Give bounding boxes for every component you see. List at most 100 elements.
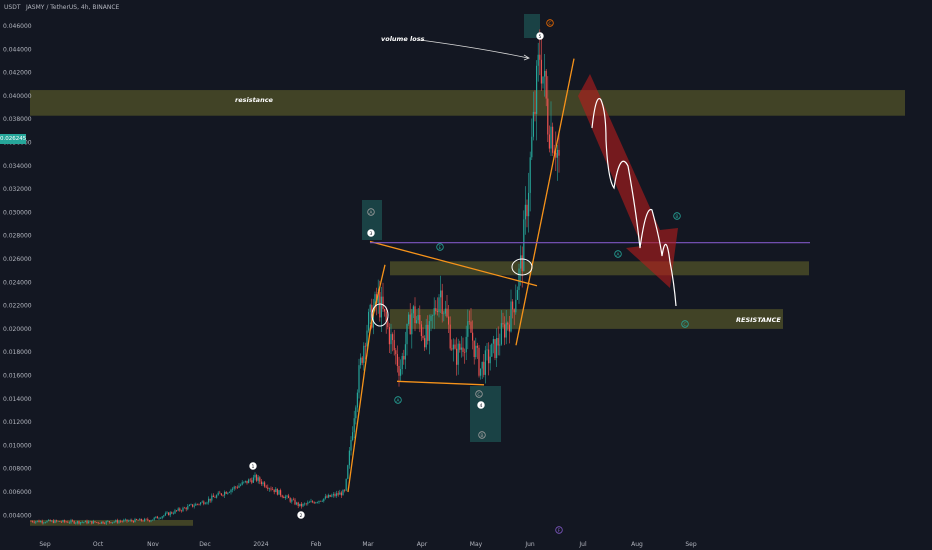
candle-body	[539, 54, 541, 60]
candle-body	[408, 314, 410, 324]
y-tick-label: 0.038000	[3, 116, 32, 123]
candle-body	[558, 149, 560, 156]
y-tick-label: 0.026000	[3, 256, 32, 263]
x-tick-label: Aug	[631, 541, 643, 548]
candle-body	[81, 522, 83, 523]
candle-body	[206, 502, 208, 504]
candle-body	[372, 308, 374, 328]
candle-body	[544, 70, 546, 77]
candle-body	[131, 520, 133, 521]
candle-body	[449, 324, 451, 349]
candle-body	[457, 343, 459, 365]
candle-body	[75, 522, 77, 524]
wave-a-label-top: A	[369, 210, 373, 216]
candle-body	[412, 306, 414, 314]
candle-body	[435, 308, 437, 312]
candle-body	[52, 520, 54, 523]
volume-loss-label: volume loss	[381, 35, 425, 43]
candle-body	[270, 488, 272, 490]
candle-body	[108, 521, 110, 523]
candle-body	[540, 59, 542, 84]
candle-body	[251, 480, 253, 483]
candle-body	[496, 338, 498, 358]
candle-body	[440, 290, 442, 298]
candle-body	[465, 336, 467, 353]
wave-a-label-low-circle	[394, 396, 402, 404]
candle-body	[171, 512, 173, 514]
resistance-zone-top	[30, 90, 905, 116]
candle-body	[180, 510, 182, 512]
candle-body	[152, 519, 154, 521]
candle-body	[356, 392, 358, 408]
candle-body	[92, 521, 94, 524]
candle-body	[472, 332, 474, 341]
candle-body	[278, 490, 280, 495]
candle-body	[254, 474, 256, 478]
candle-body	[176, 510, 178, 511]
candle-body	[118, 521, 120, 523]
candle-body	[422, 335, 424, 339]
candle-body	[404, 344, 406, 360]
candle-body	[89, 521, 91, 522]
candle-body	[532, 111, 534, 137]
wave-box-5	[524, 14, 540, 38]
candle-body	[344, 489, 346, 491]
candle-body	[401, 356, 403, 370]
wave-c-label-right: C	[683, 322, 686, 328]
candle-body	[291, 499, 293, 502]
candle-body	[38, 520, 40, 523]
candle-body	[121, 521, 123, 523]
wave-b-label-right: B	[675, 214, 678, 220]
candle-body	[352, 432, 354, 440]
candle-body	[441, 290, 443, 314]
candle-body	[462, 347, 464, 352]
candle-body	[406, 323, 408, 345]
candle-body	[262, 482, 264, 485]
candle-body	[161, 516, 163, 519]
x-tick-label: Feb	[311, 541, 322, 548]
candle-body	[80, 522, 82, 524]
candle-body	[148, 520, 150, 522]
candle-body	[313, 502, 315, 504]
candle-body	[200, 502, 202, 505]
wave-a-label-low: A	[396, 398, 400, 404]
y-tick-label: 0.030000	[3, 209, 32, 216]
candle-body	[241, 482, 243, 485]
candle-body	[468, 321, 470, 322]
candle-body	[40, 521, 42, 523]
wave-c-label-box-circle	[475, 390, 483, 398]
candles	[30, 29, 560, 526]
candle-body	[475, 345, 477, 358]
candle-body	[448, 316, 450, 325]
candle-body	[107, 521, 109, 522]
candle-body	[427, 324, 429, 341]
y-tick-label: 0.006000	[3, 489, 32, 496]
candle-body	[289, 498, 291, 502]
candle-body	[134, 519, 136, 523]
wave-box-4	[470, 386, 501, 442]
candle-body	[67, 521, 69, 523]
candle-body	[217, 492, 219, 496]
candle-body	[473, 340, 475, 358]
candle-body	[521, 255, 523, 272]
candle-body	[500, 323, 502, 345]
candle-body	[438, 297, 440, 313]
candle-body	[203, 501, 205, 505]
symbol-title: JASMY / TetherUS, 4h, BINANCE	[26, 4, 120, 11]
candle-body	[104, 523, 106, 524]
x-tick-label: Jul	[578, 541, 587, 548]
candle-body	[259, 477, 261, 482]
candle-body	[331, 495, 333, 497]
overlays	[347, 39, 810, 493]
candle-body	[264, 482, 266, 487]
candle-body	[494, 339, 496, 358]
candle-body	[182, 507, 184, 511]
candle-body	[281, 495, 283, 497]
candle-body	[456, 348, 458, 365]
candle-body	[132, 520, 134, 523]
candle-body	[486, 349, 488, 351]
candle-body	[524, 204, 526, 220]
candle-body	[78, 521, 80, 524]
candle-body	[211, 495, 213, 501]
